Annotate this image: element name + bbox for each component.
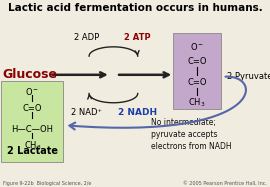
Text: 2 ADP: 2 ADP <box>74 33 99 42</box>
FancyBboxPatch shape <box>173 33 221 109</box>
Text: 2 ATP: 2 ATP <box>124 33 151 42</box>
Text: Figure 9-22b  Biological Science, 2/e: Figure 9-22b Biological Science, 2/e <box>3 181 91 186</box>
Text: Glucose: Glucose <box>3 68 58 81</box>
Text: 2 Lactate: 2 Lactate <box>7 146 58 156</box>
Text: C=O: C=O <box>23 104 42 113</box>
Text: C=O: C=O <box>187 78 207 87</box>
Text: No intermediate;
pyruvate accepts
electrons from NADH: No intermediate; pyruvate accepts electr… <box>151 118 232 151</box>
Text: CH$_3$: CH$_3$ <box>24 140 41 152</box>
Text: H—C—OH: H—C—OH <box>11 125 53 134</box>
FancyArrowPatch shape <box>69 77 246 130</box>
Text: 2 NAD⁺: 2 NAD⁺ <box>71 108 102 117</box>
Text: C=O: C=O <box>187 57 207 66</box>
Text: CH$_3$: CH$_3$ <box>188 97 206 109</box>
Text: © 2005 Pearson Prentice Hall, Inc.: © 2005 Pearson Prentice Hall, Inc. <box>183 181 267 186</box>
Text: 2 NADH: 2 NADH <box>118 108 157 117</box>
FancyBboxPatch shape <box>1 81 63 162</box>
Text: Lactic acid fermentation occurs in humans.: Lactic acid fermentation occurs in human… <box>8 3 262 13</box>
Text: O$^-$: O$^-$ <box>25 86 39 97</box>
Text: O$^-$: O$^-$ <box>190 41 204 52</box>
Text: 2 Pyruvate: 2 Pyruvate <box>227 72 270 81</box>
